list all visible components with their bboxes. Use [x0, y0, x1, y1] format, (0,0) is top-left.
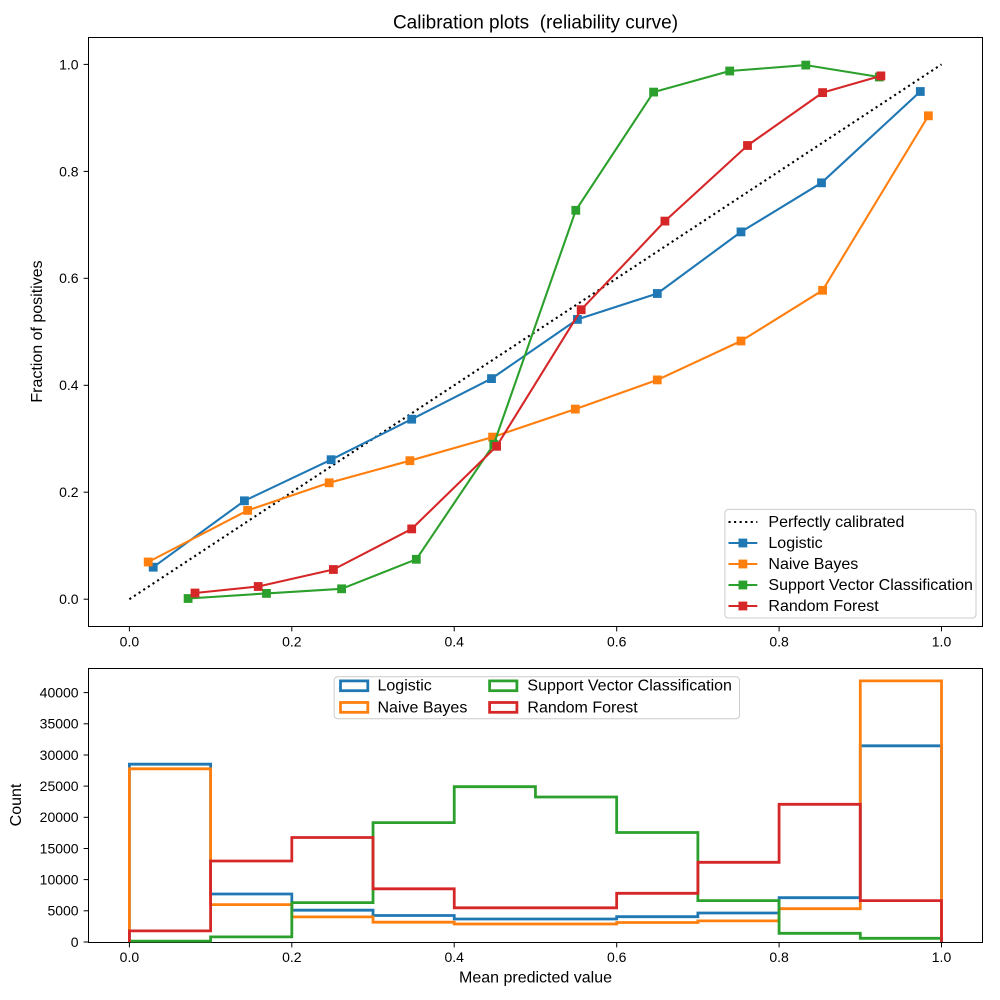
svg-text:20000: 20000 [40, 809, 79, 825]
svg-text:0.4: 0.4 [59, 377, 79, 393]
svg-text:0.2: 0.2 [59, 484, 79, 500]
svg-text:25000: 25000 [40, 778, 79, 794]
svg-text:Support Vector Classification: Support Vector Classification [527, 678, 732, 695]
svg-text:Support Vector Classification: Support Vector Classification [768, 577, 973, 594]
svg-text:0: 0 [71, 934, 79, 950]
svg-text:Naive Bayes: Naive Bayes [378, 699, 468, 716]
svg-text:Perfectly calibrated: Perfectly calibrated [768, 514, 904, 531]
svg-text:0.4: 0.4 [444, 949, 464, 965]
svg-text:Count: Count [8, 783, 25, 826]
svg-text:Mean predicted value: Mean predicted value [459, 970, 612, 987]
svg-text:Random Forest: Random Forest [768, 598, 879, 615]
svg-text:1.0: 1.0 [59, 56, 79, 72]
svg-text:0.0: 0.0 [59, 591, 79, 607]
svg-text:15000: 15000 [40, 840, 79, 856]
svg-text:0.4: 0.4 [444, 634, 464, 650]
svg-text:Fraction of positives: Fraction of positives [29, 260, 46, 402]
svg-text:0.6: 0.6 [607, 949, 627, 965]
svg-text:35000: 35000 [40, 716, 79, 732]
svg-text:0.8: 0.8 [59, 163, 79, 179]
svg-text:5000: 5000 [47, 903, 78, 919]
svg-text:1.0: 1.0 [932, 634, 952, 650]
svg-text:0.2: 0.2 [282, 634, 302, 650]
svg-text:Naive Bayes: Naive Bayes [768, 556, 858, 573]
svg-text:40000: 40000 [40, 685, 79, 701]
svg-text:Calibration plots (reliabilit: Calibration plots (reliability curve) [393, 13, 678, 34]
svg-text:0.6: 0.6 [607, 634, 627, 650]
svg-text:1.0: 1.0 [932, 949, 952, 965]
svg-text:Logistic: Logistic [768, 535, 822, 552]
svg-text:10000: 10000 [40, 872, 79, 888]
svg-text:0.0: 0.0 [120, 634, 140, 650]
svg-text:Logistic: Logistic [378, 678, 432, 695]
svg-text:0.0: 0.0 [120, 949, 140, 965]
svg-text:Random Forest: Random Forest [527, 699, 638, 716]
svg-text:30000: 30000 [40, 747, 79, 763]
svg-text:0.6: 0.6 [59, 270, 79, 286]
svg-text:0.2: 0.2 [282, 949, 302, 965]
svg-text:0.8: 0.8 [769, 634, 789, 650]
svg-text:0.8: 0.8 [769, 949, 789, 965]
